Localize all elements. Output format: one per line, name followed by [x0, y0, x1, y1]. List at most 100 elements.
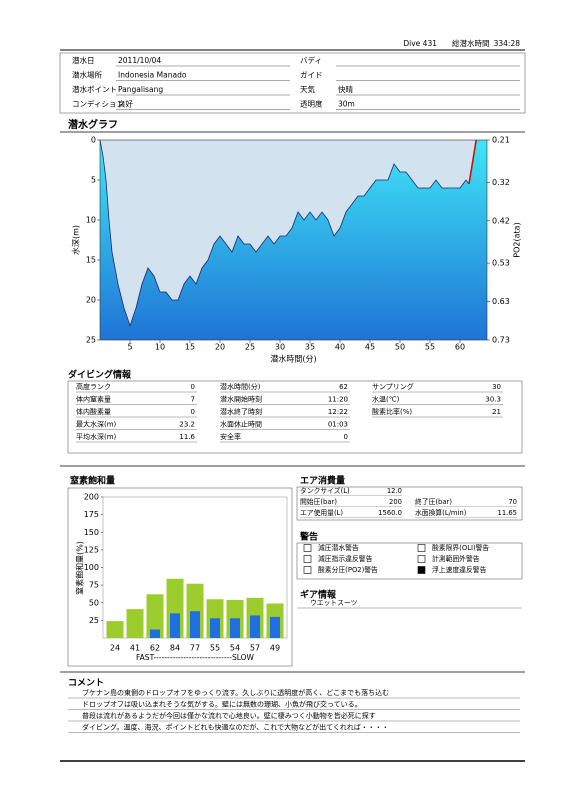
info-value: 0	[191, 383, 195, 391]
section-title: エア消費量	[300, 475, 345, 487]
y2-tick-label: 0.73	[492, 336, 510, 345]
x-tick-label: 35	[305, 343, 315, 352]
info-label: 天気	[300, 84, 315, 94]
info-value: 62	[339, 383, 348, 391]
section-title: 窒素飽和量	[70, 475, 115, 487]
y-tick-label: 100	[84, 563, 99, 572]
info-label: 平均水深(m)	[76, 432, 117, 441]
info-label: 体内窒素量	[76, 395, 111, 404]
section-title: ダイビング情報	[68, 369, 132, 381]
y-axis-label: 水深(m)	[71, 225, 81, 255]
gear-item: ウエットスーツ	[310, 599, 358, 607]
info-value: 0	[191, 408, 195, 416]
bar	[190, 611, 200, 638]
info-label: 安全率	[220, 432, 241, 441]
info-value: 21	[492, 408, 501, 416]
info-value: 23.2	[179, 421, 195, 429]
comment-line: ドロップオフは吸い込まれそうな気がする。壁には無数の珊瑚、小魚が飛び交っている。	[82, 700, 362, 709]
comment-line: 普段は流れがあるようだが今回は僅かな流れで心地良い。壁に棲みつく小動物を皆必死に…	[82, 711, 376, 720]
y-tick-label: 5	[91, 176, 96, 185]
warning-label: 減圧指示違反警告	[318, 554, 373, 563]
info-value: 11:20	[328, 396, 348, 404]
y-tick-label: 20	[86, 296, 96, 305]
y-axis-label: 窒素飽和量(%)	[75, 541, 85, 595]
bar	[146, 594, 164, 638]
warning-label: 酸素分圧(PO2)警告	[318, 565, 378, 574]
info-label: 終了圧(bar)	[415, 497, 452, 506]
x-tick-label: 5	[127, 343, 132, 352]
x-tick-label: 40	[335, 343, 345, 352]
bar	[250, 615, 260, 638]
info-value: 0	[344, 433, 348, 441]
panel	[296, 542, 523, 580]
x-tick-label: 55	[210, 644, 220, 653]
total-time-label: 総潜水時間	[452, 38, 490, 48]
y2-tick-label: 0.32	[492, 178, 510, 187]
total-time: 334:28	[494, 39, 521, 48]
bar	[270, 616, 280, 638]
info-label: 潜水終了時刻	[220, 407, 262, 416]
bar	[230, 618, 240, 638]
checkbox	[417, 566, 426, 574]
info-value: 11.65	[498, 509, 517, 517]
x-tick-label: 77	[190, 644, 200, 653]
y-tick-label: 200	[84, 493, 99, 502]
depth-line	[99, 139, 470, 327]
plot-frame	[99, 139, 488, 341]
checkbox	[417, 555, 426, 563]
section-title: コメント	[68, 678, 104, 689]
info-label: 水温(℃)	[372, 395, 400, 404]
y2-tick-label: 0.53	[492, 259, 510, 268]
info-value: 70	[508, 498, 517, 506]
info-value: 12:22	[328, 408, 348, 416]
panel	[67, 380, 523, 454]
info-value: 30.3	[485, 396, 501, 404]
x-tick-label: 45	[365, 343, 375, 352]
area-fill	[100, 140, 487, 340]
bar	[106, 621, 124, 638]
comment-line: ダイビング。温度、海況、ポイントどれも快適なのだが、これで大物などが出てくれれば…	[82, 723, 389, 732]
y2-tick-label: 0.21	[492, 136, 510, 145]
panel	[296, 486, 523, 521]
y-tick-label: 0	[91, 136, 96, 145]
x-tick-label: 20	[215, 343, 225, 352]
info-label: サンプリング	[372, 382, 414, 391]
info-label: 潜水日	[72, 55, 95, 65]
info-label: 潜水場所	[72, 70, 102, 80]
info-label: 体内酸素量	[76, 407, 111, 416]
info-label: 潜水時間(分)	[220, 382, 261, 391]
x-tick-label: 54	[230, 644, 240, 653]
info-label: 酸素比率(%)	[372, 407, 412, 416]
panel	[59, 52, 526, 114]
info-value: 01:03	[328, 421, 348, 429]
info-value: Indonesia Manado	[118, 71, 187, 80]
checkbox	[303, 566, 312, 574]
info-value: 30m	[338, 100, 355, 109]
x-tick-label: 50	[395, 343, 405, 352]
y-tick-label: 125	[84, 545, 99, 554]
info-value: 良好	[118, 99, 133, 109]
y-tick-label: 150	[84, 528, 99, 537]
info-value: 快晴	[338, 84, 353, 94]
bar	[150, 629, 160, 638]
section-title: 潜水グラフ	[68, 118, 118, 131]
bar	[126, 609, 144, 638]
x-tick-label: 24	[110, 644, 120, 653]
info-label: 潜水開始時刻	[220, 395, 262, 404]
y-tick-label: 175	[84, 510, 99, 519]
warning-label: 計測範囲外警告	[432, 554, 480, 563]
panel	[67, 487, 293, 667]
x-tick-label: 10	[155, 343, 165, 352]
x-axis-label: FAST-----------------------------SLOW	[136, 653, 254, 662]
x-tick-label: 62	[150, 644, 160, 653]
x-tick-label: 55	[425, 343, 435, 352]
x-tick-label: 30	[275, 343, 285, 352]
y2-tick-label: 0.63	[492, 297, 510, 306]
section-title: 警告	[300, 531, 318, 543]
warning-label: 酸素限界(OLI)警告	[432, 543, 489, 552]
info-label: バディ	[300, 55, 322, 65]
x-tick-label: 84	[170, 644, 180, 653]
bar	[170, 613, 180, 638]
bar	[210, 618, 220, 638]
